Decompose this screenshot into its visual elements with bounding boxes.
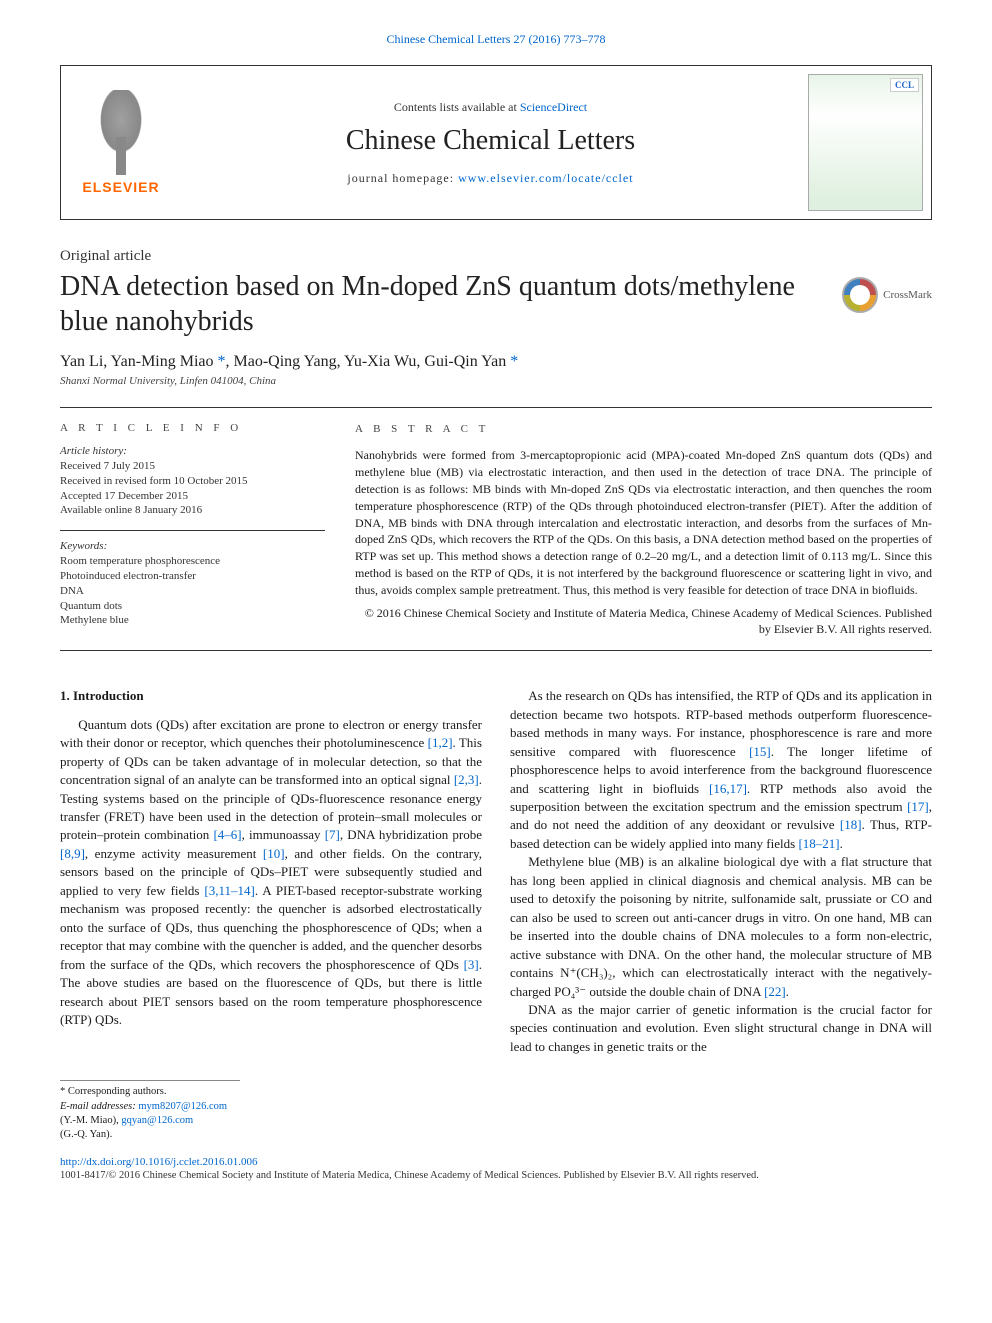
- body-paragraph: Methylene blue (MB) is an alkaline biolo…: [510, 853, 932, 1001]
- citation-link[interactable]: [4–6]: [213, 827, 241, 842]
- citation-link[interactable]: [1,2]: [428, 735, 453, 750]
- footer-copyright: 1001-8417/© 2016 Chinese Chemical Societ…: [60, 1170, 932, 1181]
- citation-link[interactable]: [22]: [764, 984, 786, 999]
- body-paragraph: Quantum dots (QDs) after excitation are …: [60, 716, 482, 1030]
- citation-link[interactable]: [2,3]: [454, 772, 479, 787]
- article-type: Original article: [60, 248, 932, 265]
- history-line: Received in revised form 10 October 2015: [60, 474, 325, 489]
- email-link[interactable]: mym8207@126.com: [138, 1101, 227, 1112]
- keywords-label: Keywords:: [60, 539, 325, 554]
- citation-link[interactable]: [3]: [464, 957, 479, 972]
- authors-line: Yan Li, Yan-Ming Miao *, Mao-Qing Yang, …: [60, 353, 932, 371]
- journal-masthead: ELSEVIER Contents lists available at Sci…: [60, 65, 932, 220]
- doi-line: http://dx.doi.org/10.1016/j.cclet.2016.0…: [60, 1156, 932, 1168]
- contents-line: Contents lists available at ScienceDirec…: [394, 100, 587, 115]
- citation-link[interactable]: [16,17]: [709, 781, 747, 796]
- doi-link[interactable]: http://dx.doi.org/10.1016/j.cclet.2016.0…: [60, 1156, 257, 1168]
- volume-pages-anchor[interactable]: Chinese Chemical Letters 27 (2016) 773–7…: [387, 32, 606, 46]
- citation-link[interactable]: [10]: [263, 846, 285, 861]
- keyword: Methylene blue: [60, 613, 325, 628]
- masthead-center: Contents lists available at ScienceDirec…: [181, 66, 800, 219]
- elsevier-logo[interactable]: ELSEVIER: [61, 66, 181, 219]
- contents-prefix: Contents lists available at: [394, 100, 520, 114]
- homepage-link[interactable]: www.elsevier.com/locate/cclet: [458, 171, 634, 185]
- crossmark-icon: [842, 277, 878, 313]
- citation-link[interactable]: [8,9]: [60, 846, 85, 861]
- email-who: (G.-Q. Yan).: [60, 1128, 240, 1142]
- homepage-prefix: journal homepage:: [347, 171, 458, 185]
- article-body: 1. Introduction Quantum dots (QDs) after…: [60, 687, 932, 1056]
- citation-link[interactable]: [17]: [907, 799, 929, 814]
- citation-link[interactable]: [15]: [749, 744, 771, 759]
- abstract-heading: A B S T R A C T: [355, 422, 932, 437]
- keyword: Room temperature phosphorescence: [60, 554, 325, 569]
- article-info-column: A R T I C L E I N F O Article history: R…: [60, 422, 325, 640]
- crossmark-label: CrossMark: [883, 289, 932, 301]
- journal-cover-thumb[interactable]: CCL: [808, 74, 923, 211]
- citation-link[interactable]: [18]: [840, 817, 862, 832]
- journal-name: Chinese Chemical Letters: [346, 125, 635, 157]
- corr-mark: *: [506, 353, 518, 370]
- email-who: (Y.-M. Miao),: [60, 1115, 121, 1126]
- citation-link[interactable]: [7]: [325, 827, 340, 842]
- sciencedirect-link[interactable]: ScienceDirect: [520, 100, 587, 114]
- abstract-copyright: © 2016 Chinese Chemical Society and Inst…: [355, 605, 932, 639]
- section-heading: 1. Introduction: [60, 687, 482, 705]
- affiliation: Shanxi Normal University, Linfen 041004,…: [60, 375, 932, 387]
- keyword: Photoinduced electron-transfer: [60, 569, 325, 584]
- history-line: Received 7 July 2015: [60, 459, 325, 474]
- elsevier-label: ELSEVIER: [82, 179, 159, 195]
- email-label: E-mail addresses:: [60, 1101, 138, 1112]
- keyword: DNA: [60, 584, 325, 599]
- history-label: Article history:: [60, 444, 325, 459]
- corr-mark: *: [214, 353, 226, 370]
- keyword: Quantum dots: [60, 599, 325, 614]
- citation-link[interactable]: [3,11–14]: [204, 883, 254, 898]
- abstract-text: Nanohybrids were formed from 3-mercaptop…: [355, 447, 932, 598]
- abstract-column: A B S T R A C T Nanohybrids were formed …: [355, 422, 932, 640]
- crossmark-badge[interactable]: CrossMark: [842, 277, 932, 313]
- article-info-heading: A R T I C L E I N F O: [60, 422, 325, 434]
- ccl-badge: CCL: [890, 78, 919, 92]
- history-line: Available online 8 January 2016: [60, 503, 325, 518]
- volume-pages-link: Chinese Chemical Letters 27 (2016) 773–7…: [0, 0, 992, 65]
- corresponding-footnote: * Corresponding authors. E-mail addresse…: [60, 1080, 240, 1142]
- citation-link[interactable]: [18–21]: [798, 836, 839, 851]
- email-link[interactable]: gqyan@126.com: [121, 1115, 193, 1126]
- history-line: Accepted 17 December 2015: [60, 489, 325, 504]
- article-title: DNA detection based on Mn-doped ZnS quan…: [60, 269, 828, 339]
- corr-label: * Corresponding authors.: [60, 1085, 240, 1099]
- homepage-line: journal homepage: www.elsevier.com/locat…: [347, 171, 633, 186]
- body-paragraph: DNA as the major carrier of genetic info…: [510, 1001, 932, 1056]
- body-paragraph: As the research on QDs has intensified, …: [510, 687, 932, 853]
- elsevier-tree-icon: [86, 90, 156, 175]
